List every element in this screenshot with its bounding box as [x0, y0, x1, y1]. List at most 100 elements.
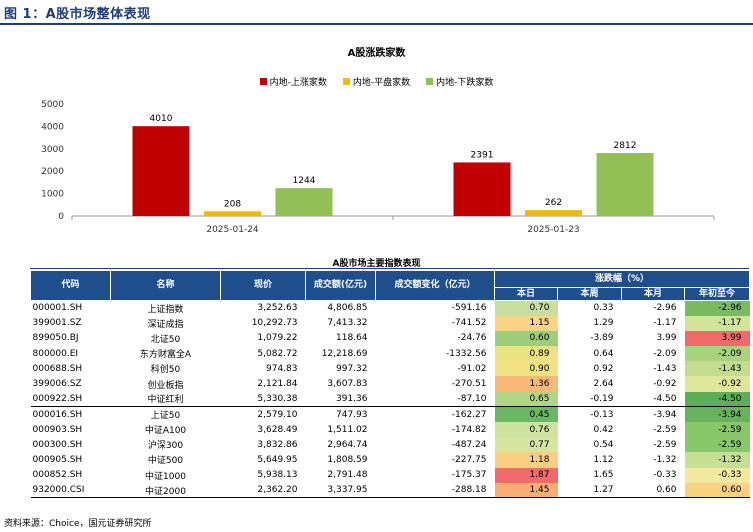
- cell-day-change: 0.70: [494, 300, 558, 316]
- bar: [596, 153, 654, 216]
- cell-code: 000016.SH: [30, 406, 111, 422]
- cell-ytd-change: -1.32: [684, 452, 750, 468]
- cell-day-change: 0.90: [494, 361, 558, 377]
- figure-title-rule: [0, 23, 753, 25]
- header-day: 本日: [494, 287, 558, 301]
- bar-data-label: 4010: [150, 114, 173, 124]
- cell-ytd-change: -0.33: [684, 467, 750, 483]
- cell-name: 中证500: [147, 456, 184, 467]
- cell-price: 2,579.10: [220, 406, 306, 422]
- cell-week-change: -3.89: [590, 333, 614, 344]
- bar: [453, 162, 511, 216]
- cell-code: 000688.SH: [32, 363, 83, 374]
- bar-data-label: 2391: [471, 150, 494, 160]
- cell-week-change: 1.12: [593, 454, 614, 465]
- cell-ytd-change: -1.17: [684, 315, 750, 331]
- y-tick-label: 5000: [41, 100, 64, 110]
- cell-week-change: 1.65: [593, 470, 614, 481]
- cell-price: 2,121.84: [257, 379, 298, 390]
- cell-day-change: 1.15: [494, 315, 558, 331]
- cell-code: 899050.BJ: [32, 333, 79, 344]
- header-ytd: 年初至今: [683, 287, 751, 301]
- cell-price: 5,649.95: [257, 454, 298, 465]
- bar-data-label: 262: [545, 198, 562, 208]
- table-title: A股市场主要指数表现: [332, 259, 421, 269]
- cell-name: 上证50: [110, 406, 221, 422]
- cell-ytd-change: -3.94: [684, 406, 750, 422]
- cell-day-change: 1.18: [494, 452, 558, 468]
- cell-turnover-change: -162.27: [375, 406, 495, 422]
- table-row: 000016.SH 上证50 2,579.10 747.93 -162.27 0.45 -0…: [30, 406, 750, 422]
- cell-turnover: 3,607.83: [327, 379, 368, 390]
- table-row: 800000.EI 东方财富全A 5,082.72 12,218.69 -1332.56…: [31, 346, 750, 362]
- bar-data-label: 2812: [614, 141, 637, 151]
- cell-month-change: -1.17: [653, 318, 677, 329]
- cell-turnover: 3,337.95: [305, 482, 376, 499]
- cell-ytd-change: -0.92: [684, 376, 750, 392]
- cell-name: 科创50: [150, 365, 181, 376]
- cell-code: 000922.SH: [32, 393, 83, 404]
- cell-name: 中证A100: [144, 426, 187, 437]
- table-row: 000688.SH 科创50 974.83 997.32 -91.02 0.90 0.92 -…: [31, 361, 750, 377]
- cell-turnover-change: -288.18: [375, 482, 495, 499]
- cell-code: 000300.SH: [32, 439, 83, 450]
- table-row: 399001.SZ 深证成指 10,292.73 7,413.32 -741.52 1.1…: [31, 315, 750, 331]
- cell-turnover: 2,964.74: [327, 439, 368, 450]
- cell-price: 974.83: [266, 363, 298, 374]
- cell-day-change: 0.76: [494, 422, 558, 438]
- cell-name: 中证红利: [147, 395, 184, 406]
- cell-price: 10,292.73: [251, 318, 298, 329]
- cell-month-change: -2.59: [653, 439, 677, 450]
- cell-code: 000905.SH: [32, 454, 83, 465]
- cell-name: 中证2000: [110, 482, 221, 499]
- cell-month-change: -2.09: [653, 348, 677, 359]
- cell-name: 创业板指: [147, 380, 184, 391]
- legend-label-flat: 内地-平盘家数: [352, 78, 411, 88]
- cell-turnover: 1,808.59: [327, 454, 368, 465]
- bar: [132, 126, 190, 216]
- cell-price: 5,082.72: [257, 348, 298, 359]
- header-name: 名称: [110, 270, 221, 301]
- cell-name: 深证成指: [147, 319, 184, 330]
- cell-turnover: 391.36: [336, 393, 368, 404]
- cell-ytd-change: -2.59: [684, 437, 750, 453]
- cell-turnover-change: -87.10: [457, 393, 487, 404]
- cell-name: 东方财富全A: [139, 350, 192, 361]
- table-row: 899050.BJ 北证50 1,079.22 118.64 -24.76 0.60 -3.…: [31, 330, 750, 347]
- y-tick-label: 4000: [41, 122, 64, 132]
- cell-code: 399006.SZ: [32, 379, 82, 390]
- cell-turnover-change: -175.37: [451, 470, 487, 481]
- cell-turnover: 997.32: [336, 363, 368, 374]
- index-performance-table: 代码 名称 现价 成交额(亿元) 成交额变化（亿元） 涨跌幅（%） 本日 本周 …: [30, 270, 751, 499]
- cell-week-change: 0.64: [593, 348, 614, 359]
- cell-ytd-change: 0.60: [684, 482, 750, 499]
- cell-turnover-change: -24.76: [457, 333, 487, 344]
- cell-name: 中证1000: [145, 471, 186, 482]
- x-category-label: 2025-01-24: [206, 225, 259, 235]
- header-week: 本周: [557, 287, 622, 301]
- cell-price: 3,832.86: [257, 439, 298, 450]
- cell-week-change: 0.54: [593, 439, 614, 450]
- table-row: 000300.SH 沪深300 3,832.86 2,964.74 -487.24 0.7…: [31, 437, 750, 453]
- cell-code: 000852.SH: [32, 470, 83, 481]
- cell-ytd-change: 3.99: [684, 330, 750, 347]
- cell-code: 000001.SH: [32, 303, 83, 314]
- cell-day-change: 0.45: [494, 406, 558, 422]
- cell-month-change: 3.99: [656, 333, 677, 344]
- cell-month-change: -1.43: [653, 363, 677, 374]
- cell-day-change: 0.89: [494, 346, 558, 362]
- cell-ytd-change: -2.09: [684, 346, 750, 362]
- bar-data-label: 208: [224, 199, 241, 209]
- cell-day-change: 1.36: [494, 376, 558, 392]
- cell-code: 932000.CSI: [30, 482, 111, 499]
- header-turnover-change: 成交额变化（亿元）: [375, 270, 495, 301]
- cell-week-change: 2.64: [593, 379, 614, 390]
- header-turnover: 成交额(亿元): [305, 270, 376, 301]
- table-row: 399006.SZ 创业板指 2,121.84 3,607.83 -270.51 1.36…: [31, 376, 750, 392]
- cell-turnover: 747.93: [305, 406, 376, 422]
- chart-legend: 内地-上涨家数 内地-平盘家数 内地-下跌家数: [0, 75, 753, 88]
- header-change-group: 涨跌幅（%）: [493, 270, 751, 288]
- cell-week-change: 0.92: [593, 363, 614, 374]
- legend-swatch-down: [426, 78, 434, 85]
- cell-day-change: 0.65: [494, 391, 558, 407]
